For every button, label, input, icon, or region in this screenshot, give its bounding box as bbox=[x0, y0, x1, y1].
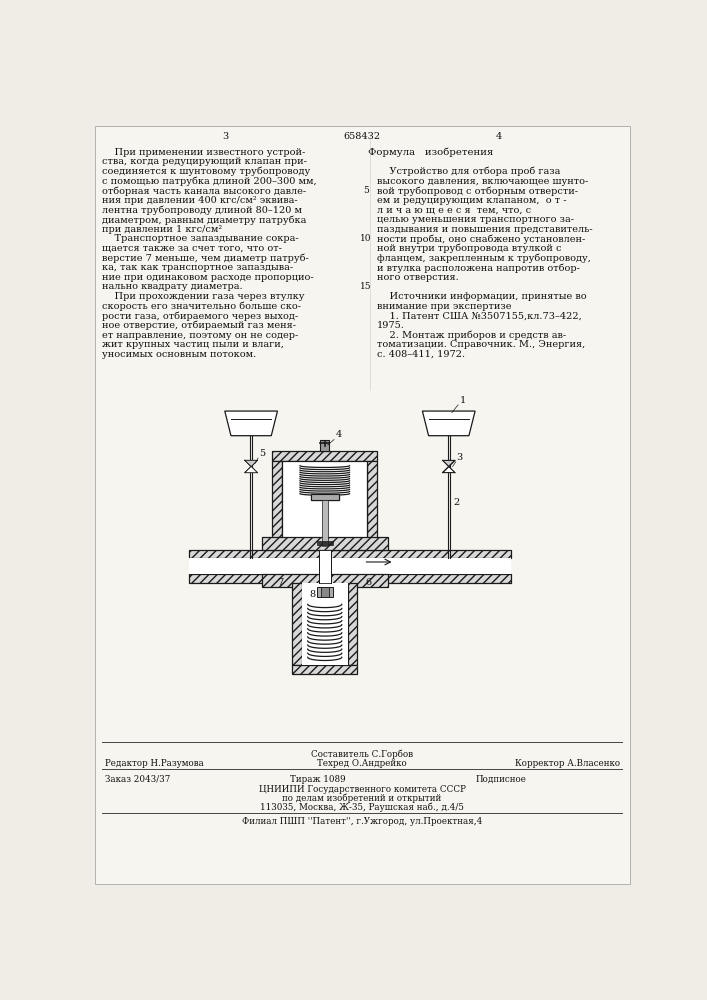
Text: с. 408–411, 1972.: с. 408–411, 1972. bbox=[377, 350, 464, 359]
Text: высокого давления, включающее шунто-: высокого давления, включающее шунто- bbox=[377, 177, 588, 186]
Text: паздывания и повышения представитель-: паздывания и повышения представитель- bbox=[377, 225, 592, 234]
Text: 1. Патент США №3507155,кл.73–422,: 1. Патент США №3507155,кл.73–422, bbox=[377, 311, 581, 320]
Text: Филиал ПШП ''Патент'', г.Ужгород, ул.Проектная,4: Филиал ПШП ''Патент'', г.Ужгород, ул.Про… bbox=[242, 817, 482, 826]
Text: ности пробы, оно снабжено установлен-: ности пробы, оно снабжено установлен- bbox=[377, 234, 585, 244]
Text: Редактор Н.Разумова: Редактор Н.Разумова bbox=[105, 759, 204, 768]
Text: ной внутри трубопровода втулкой с: ной внутри трубопровода втулкой с bbox=[377, 244, 561, 253]
Text: ние при одинаковом расходе пропорцио-: ние при одинаковом расходе пропорцио- bbox=[103, 273, 314, 282]
Bar bbox=[311, 494, 339, 500]
Text: соединяется к шунтовому трубопроводу: соединяется к шунтовому трубопроводу bbox=[103, 167, 310, 176]
Text: ет направление, поэтому он не содер-: ет направление, поэтому он не содер- bbox=[103, 331, 298, 340]
Text: вой трубопровод с отборным отверсти-: вой трубопровод с отборным отверсти- bbox=[377, 186, 578, 196]
Text: томатизации. Справочник. М., Энергия,: томатизации. Справочник. М., Энергия, bbox=[377, 340, 585, 349]
Text: 2: 2 bbox=[453, 498, 460, 507]
Text: ного отверстия.: ного отверстия. bbox=[377, 273, 458, 282]
Text: нально квадрату диаметра.: нально квадрату диаметра. bbox=[103, 282, 243, 291]
Text: ка, так как транспортное запаздыва-: ка, так как транспортное запаздыва- bbox=[103, 263, 293, 272]
Text: 1: 1 bbox=[460, 396, 466, 405]
Polygon shape bbox=[245, 460, 257, 466]
Text: с помощью патрубка длиной 200–300 мм,: с помощью патрубка длиной 200–300 мм, bbox=[103, 177, 317, 186]
Text: ЦНИИПИ Государственного комитета СССР: ЦНИИПИ Государственного комитета СССР bbox=[259, 785, 465, 794]
Text: Корректор А.Власенко: Корректор А.Власенко bbox=[515, 759, 620, 768]
Text: 4: 4 bbox=[496, 132, 502, 141]
Text: верстие 7 меньше, чем диаметр патруб-: верстие 7 меньше, чем диаметр патруб- bbox=[103, 254, 309, 263]
Bar bbox=[311, 494, 339, 500]
Text: 5: 5 bbox=[259, 449, 265, 458]
Polygon shape bbox=[443, 460, 455, 466]
Text: ства, когда редуцирующий клапан при-: ства, когда редуцирующий клапан при- bbox=[103, 157, 308, 166]
Polygon shape bbox=[443, 466, 455, 473]
Text: Заказ 2043/37: Заказ 2043/37 bbox=[105, 774, 171, 784]
Text: Составитель С.Горбов: Составитель С.Горбов bbox=[311, 750, 413, 759]
Text: фланцем, закрепленным к трубопроводу,: фланцем, закрепленным к трубопроводу, bbox=[377, 254, 590, 263]
Text: целью уменьшения транспортного за-: целью уменьшения транспортного за- bbox=[377, 215, 573, 224]
Text: Транспортное запаздывание сокра-: Транспортное запаздывание сокра- bbox=[103, 234, 299, 243]
Bar bbox=[282, 461, 368, 550]
Text: внимание при экспертизе: внимание при экспертизе bbox=[377, 302, 511, 311]
Bar bbox=[189, 574, 510, 583]
Text: Тираж 1089: Тираж 1089 bbox=[290, 774, 346, 784]
Text: отборная часть канала высокого давле-: отборная часть канала высокого давле- bbox=[103, 186, 306, 196]
Text: Техред О.Андрейко: Техред О.Андрейко bbox=[317, 759, 407, 768]
Bar bbox=[348, 583, 357, 665]
Bar bbox=[292, 583, 301, 665]
Bar bbox=[262, 574, 387, 587]
Text: 1975.: 1975. bbox=[377, 321, 404, 330]
Text: 658432: 658432 bbox=[344, 132, 380, 141]
Text: лентна трубопроводу длиной 80–120 м: лентна трубопроводу длиной 80–120 м bbox=[103, 205, 303, 215]
Text: по делам изобретений и открытий: по делам изобретений и открытий bbox=[282, 794, 442, 803]
Text: При прохождении газа через втулку: При прохождении газа через втулку bbox=[103, 292, 305, 301]
Text: ем и редуцирующим клапаном,  о т -: ем и редуцирующим клапаном, о т - bbox=[377, 196, 566, 205]
Bar bbox=[292, 665, 357, 674]
Text: 2. Монтаж приборов и средств ав-: 2. Монтаж приборов и средств ав- bbox=[377, 331, 566, 340]
Text: 10: 10 bbox=[360, 234, 372, 243]
Text: Формула   изобретения: Формула изобретения bbox=[368, 148, 493, 157]
Text: рости газа, отбираемого через выход-: рости газа, отбираемого через выход- bbox=[103, 311, 298, 321]
Text: л и ч а ю щ е е с я  тем, что, с: л и ч а ю щ е е с я тем, что, с bbox=[377, 205, 531, 214]
Text: 3: 3 bbox=[457, 453, 463, 462]
Text: 3: 3 bbox=[223, 132, 228, 141]
Text: 15: 15 bbox=[360, 282, 372, 291]
Text: Источники информации, принятые во: Источники информации, принятые во bbox=[377, 292, 586, 301]
Bar bbox=[322, 500, 328, 546]
Text: ное отверстие, отбираемый газ меня-: ное отверстие, отбираемый газ меня- bbox=[103, 321, 296, 330]
Text: диаметром, равным диаметру патрубка: диаметром, равным диаметру патрубка bbox=[103, 215, 307, 225]
Text: 113035, Москва, Ж-35, Раушская наб., д.4/5: 113035, Москва, Ж-35, Раушская наб., д.4… bbox=[260, 803, 464, 812]
Text: При применении известного устрой-: При применении известного устрой- bbox=[103, 148, 305, 157]
Text: 6: 6 bbox=[365, 578, 371, 587]
Text: Подписное: Подписное bbox=[476, 774, 527, 784]
Bar bbox=[262, 537, 387, 550]
Text: 5: 5 bbox=[363, 186, 369, 195]
Bar bbox=[301, 583, 348, 665]
Text: щается также за счет того, что от-: щается также за счет того, что от- bbox=[103, 244, 282, 253]
Polygon shape bbox=[225, 411, 277, 436]
Text: жит крупных частиц пыли и влаги,: жит крупных частиц пыли и влаги, bbox=[103, 340, 284, 349]
Text: Устройство для отбора проб газа: Устройство для отбора проб газа bbox=[377, 167, 560, 176]
Text: уносимых основным потоком.: уносимых основным потоком. bbox=[103, 350, 257, 359]
Bar bbox=[189, 558, 510, 574]
Text: при давлении 1 кгс/см²: при давлении 1 кгс/см² bbox=[103, 225, 223, 234]
Polygon shape bbox=[422, 411, 475, 436]
Bar bbox=[317, 587, 332, 597]
Text: 8: 8 bbox=[309, 590, 315, 599]
Bar bbox=[272, 461, 282, 550]
Bar bbox=[320, 440, 329, 451]
Text: и втулка расположена напротив отбор-: и втулка расположена напротив отбор- bbox=[377, 263, 580, 273]
Text: 4: 4 bbox=[336, 430, 342, 439]
Bar bbox=[321, 587, 329, 597]
Polygon shape bbox=[245, 466, 257, 473]
Bar bbox=[272, 451, 378, 461]
Bar bbox=[368, 461, 378, 550]
Text: ния при давлении 400 кгс/см² эквива-: ния при давлении 400 кгс/см² эквива- bbox=[103, 196, 298, 205]
Text: 7: 7 bbox=[276, 578, 283, 587]
Bar bbox=[319, 550, 331, 583]
Bar bbox=[189, 550, 510, 558]
Text: скорость его значительно больше ско-: скорость его значительно больше ско- bbox=[103, 302, 301, 311]
